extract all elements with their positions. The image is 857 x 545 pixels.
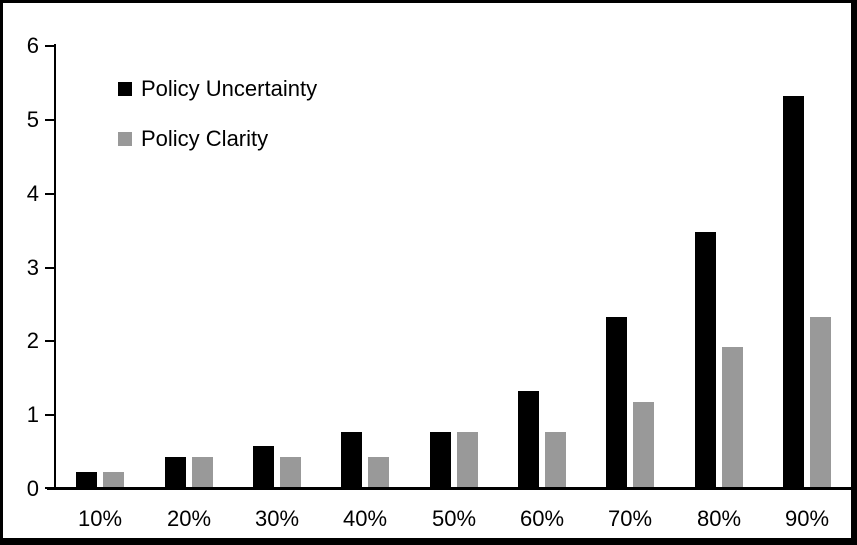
legend-swatch-policy-clarity [118,132,132,146]
y-tick [45,45,54,47]
bar-policy-clarity-30% [280,457,301,487]
bar-policy-clarity-90% [810,317,831,487]
bar-policy-clarity-60% [545,432,566,487]
x-tick-label: 40% [342,506,388,531]
x-tick-label: 60% [519,506,565,531]
bar-policy-clarity-80% [722,347,743,487]
bar-policy-clarity-20% [192,457,213,487]
legend-label-policy-uncertainty: Policy Uncertainty [141,76,318,101]
y-tick [45,193,54,195]
y-tick [45,119,54,121]
y-tick [45,487,54,489]
y-tick-label: 5 [26,107,39,132]
bar-policy-clarity-70% [633,402,654,487]
y-axis-line [54,44,56,490]
x-tick-label: 90% [784,506,830,531]
legend-swatch-policy-uncertainty [118,82,132,96]
y-tick [45,340,54,342]
bar-policy-uncertainty-40% [341,432,362,487]
x-tick-label: 50% [431,506,477,531]
y-tick [45,414,54,416]
x-tick-label: 10% [77,506,123,531]
bar-policy-uncertainty-50% [430,432,451,487]
bar-policy-clarity-40% [368,457,389,487]
bar-policy-uncertainty-60% [518,391,539,487]
bar-policy-uncertainty-30% [253,446,274,487]
y-tick [45,267,54,269]
x-tick-label: 20% [166,506,212,531]
y-tick-label: 0 [26,476,39,501]
y-tick-label: 4 [26,181,39,206]
x-axis-line [47,487,851,490]
x-tick-label: 30% [254,506,300,531]
x-tick-label: 80% [696,506,742,531]
bar-policy-uncertainty-20% [165,457,186,487]
bar-policy-uncertainty-90% [783,96,804,487]
y-tick-label: 2 [26,328,39,353]
legend-item-policy-uncertainty: Policy Uncertainty [118,76,317,102]
y-tick-label: 1 [26,402,39,427]
bar-policy-uncertainty-10% [76,472,97,487]
y-tick-label: 6 [26,33,39,58]
bar-policy-clarity-50% [457,432,478,487]
y-tick-label: 3 [26,255,39,280]
bar-policy-clarity-10% [103,472,124,487]
legend-label-policy-clarity: Policy Clarity [141,126,269,151]
legend-item-policy-clarity: Policy Clarity [118,126,268,152]
bar-policy-uncertainty-80% [695,232,716,487]
bar-policy-uncertainty-70% [606,317,627,487]
x-tick-label: 70% [607,506,653,531]
